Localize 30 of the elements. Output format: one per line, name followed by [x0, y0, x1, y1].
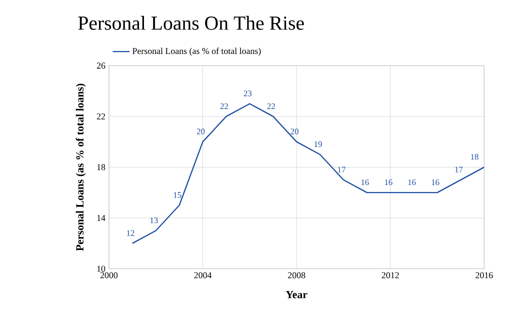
- data-label: 17: [455, 166, 463, 172]
- y-tick-label: 22: [96, 113, 105, 120]
- data-label: 16: [432, 179, 440, 185]
- x-tick-label: 2000: [100, 272, 118, 278]
- data-label: 23: [244, 90, 252, 96]
- y-axis-title: Personal Loans (as % of total loans): [76, 84, 86, 251]
- data-label: 18: [471, 154, 478, 160]
- data-label: 22: [220, 103, 228, 109]
- data-label: 20: [196, 128, 205, 134]
- data-label: 16: [408, 179, 416, 185]
- y-tick-label: 18: [97, 164, 106, 170]
- data-label: 16: [361, 179, 369, 185]
- data-label: 20: [290, 128, 298, 134]
- data-label: 15: [174, 192, 182, 198]
- x-tick-label: 2008: [288, 272, 306, 278]
- x-tick-label: 2016: [476, 272, 493, 278]
- data-label: 22: [267, 103, 275, 109]
- y-tick-label: 14: [97, 214, 106, 221]
- data-label: 16: [384, 179, 392, 185]
- x-axis-title: Year: [286, 290, 308, 298]
- data-label: 17: [338, 166, 346, 172]
- chart-title: Personal Loans On The Rise: [78, 16, 304, 30]
- x-tick-label: 2004: [194, 272, 212, 278]
- data-label: 13: [150, 217, 158, 223]
- legend-label: Personal Loans (as % of total loans): [132, 47, 261, 56]
- x-tick-label: 2012: [382, 272, 399, 278]
- data-label: 12: [126, 230, 134, 236]
- data-label: 19: [314, 141, 322, 147]
- y-tick-label: 10: [97, 265, 106, 272]
- y-tick-label: 26: [96, 62, 106, 68]
